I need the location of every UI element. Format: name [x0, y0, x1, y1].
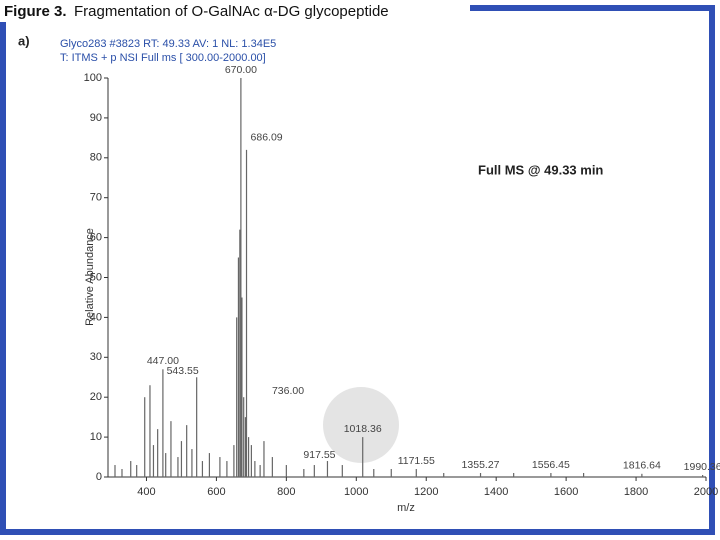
x-tick-label: 1400	[484, 486, 508, 498]
y-tick-label: 0	[96, 471, 102, 483]
peak-label: 1990.36	[684, 461, 720, 473]
annotation: Full MS @ 49.33 min	[478, 162, 603, 177]
y-tick-label: 70	[90, 192, 102, 204]
x-tick-label: 600	[207, 486, 225, 498]
header-line: Glyco283 #3823 RT: 49.33 AV: 1 NL: 1.34E…	[60, 38, 276, 50]
figure-title: Fragmentation of O-GalNAc α-DG glycopept…	[74, 3, 389, 20]
panel-label: a)	[18, 33, 30, 48]
x-tick-label: 1000	[344, 486, 368, 498]
y-tick-label: 30	[90, 351, 102, 363]
peak-label: 1171.55	[398, 455, 435, 467]
y-tick-label: 50	[90, 271, 102, 283]
peak-label: 543.55	[167, 365, 199, 377]
peak-label: 1355.27	[462, 459, 500, 471]
figure-label: Figure 3.	[4, 3, 67, 20]
x-tick-label: 2000	[694, 486, 718, 498]
header-line: T: ITMS + p NSI Full ms [ 300.00-2000.00…	[60, 52, 266, 64]
x-tick-label: 1800	[624, 486, 648, 498]
title-bg	[0, 0, 470, 22]
x-tick-label: 1200	[414, 486, 438, 498]
peak-label: 1816.64	[623, 460, 661, 472]
peak-label: 736.00	[272, 385, 304, 397]
y-tick-label: 60	[90, 232, 102, 244]
peak-label: 447.00	[147, 355, 179, 367]
peak-label: 917.55	[303, 449, 335, 461]
peak-label: 1556.45	[532, 459, 570, 471]
y-tick-label: 10	[90, 431, 102, 443]
x-tick-label: 800	[277, 486, 295, 498]
x-axis-label: m/z	[397, 502, 415, 514]
y-tick-label: 40	[90, 311, 102, 323]
peak-label: 670.00	[225, 64, 257, 76]
peak-label: 686.09	[251, 132, 283, 144]
y-tick-label: 100	[84, 72, 102, 84]
y-tick-label: 20	[90, 391, 102, 403]
x-tick-label: 1600	[554, 486, 578, 498]
peak-label: 1018.36	[344, 423, 382, 435]
y-tick-label: 80	[90, 152, 102, 164]
highlight	[323, 387, 399, 463]
y-axis-label: Relative Abundance	[84, 228, 96, 326]
y-tick-label: 90	[90, 112, 102, 124]
x-tick-label: 400	[137, 486, 155, 498]
